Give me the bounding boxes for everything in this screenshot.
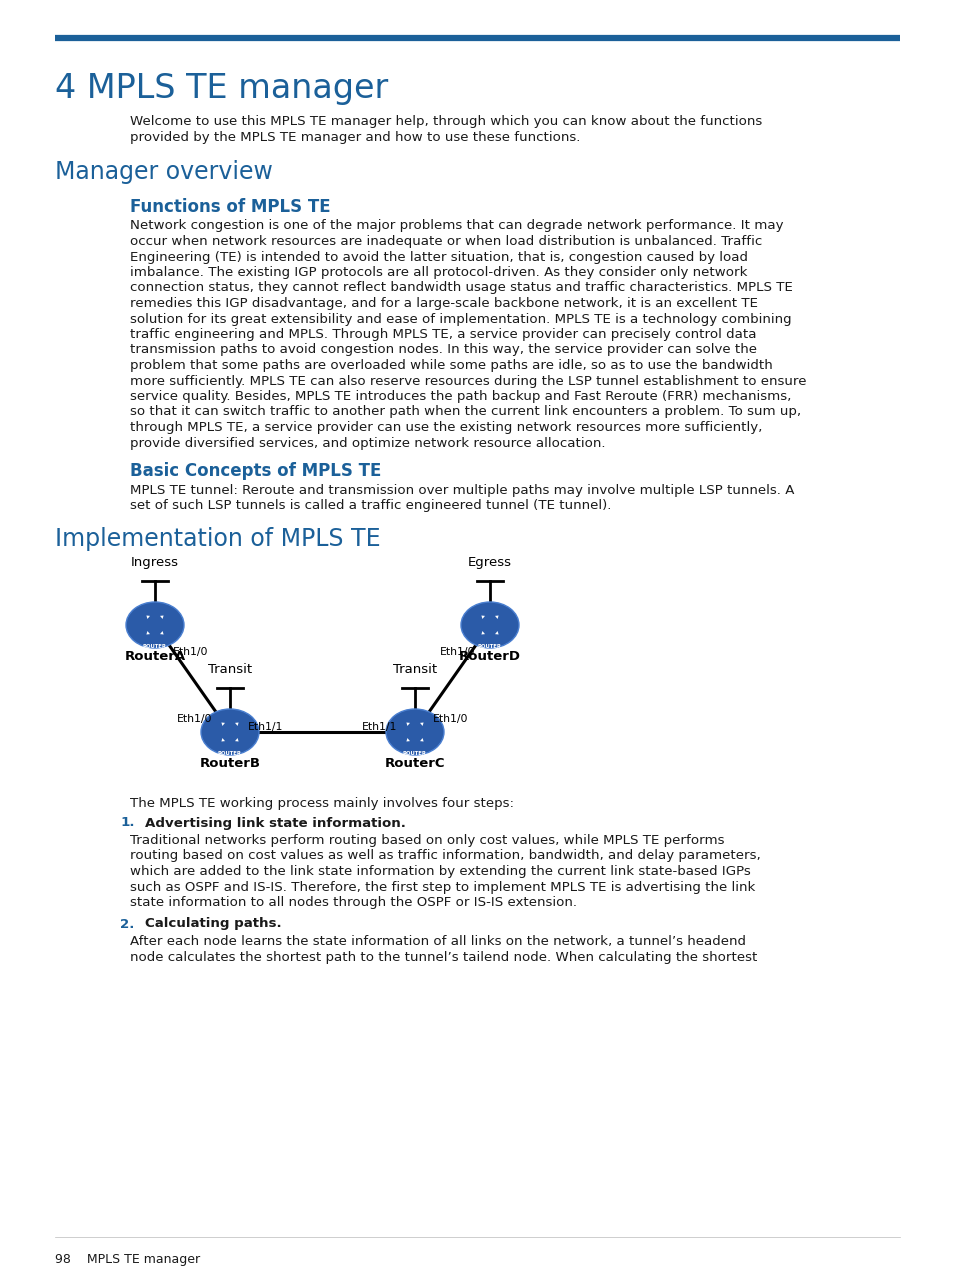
Ellipse shape (386, 709, 443, 755)
Text: such as OSPF and IS-IS. Therefore, the first step to implement MPLS TE is advert: such as OSPF and IS-IS. Therefore, the f… (130, 881, 755, 894)
Text: ROUTER: ROUTER (143, 644, 167, 649)
Text: Egress: Egress (468, 555, 512, 569)
Text: provided by the MPLS TE manager and how to use these functions.: provided by the MPLS TE manager and how … (130, 131, 579, 145)
Text: 4 MPLS TE manager: 4 MPLS TE manager (55, 72, 388, 105)
Text: ROUTER: ROUTER (402, 751, 427, 756)
Text: RouterB: RouterB (199, 758, 260, 770)
Text: routing based on cost values as well as traffic information, bandwidth, and dela: routing based on cost values as well as … (130, 849, 760, 863)
Text: RouterD: RouterD (458, 649, 520, 663)
Text: Basic Concepts of MPLS TE: Basic Concepts of MPLS TE (130, 461, 381, 480)
Text: ROUTER: ROUTER (477, 644, 501, 649)
Text: Eth1/1: Eth1/1 (361, 722, 396, 732)
FancyArrow shape (492, 615, 498, 622)
Text: so that it can switch traffic to another path when the current link encounters a: so that it can switch traffic to another… (130, 405, 801, 418)
Text: more sufficiently. MPLS TE can also reserve resources during the LSP tunnel esta: more sufficiently. MPLS TE can also rese… (130, 375, 805, 388)
Ellipse shape (201, 709, 258, 755)
Text: transmission paths to avoid congestion nodes. In this way, the service provider : transmission paths to avoid congestion n… (130, 343, 757, 356)
Text: Ingress: Ingress (131, 555, 179, 569)
Text: connection status, they cannot reflect bandwidth usage status and traffic charac: connection status, they cannot reflect b… (130, 281, 792, 295)
FancyArrow shape (157, 629, 163, 634)
FancyArrow shape (481, 629, 488, 634)
Text: Network congestion is one of the major problems that can degrade network perform: Network congestion is one of the major p… (130, 220, 782, 233)
Text: Eth1/0: Eth1/0 (433, 714, 468, 724)
FancyArrow shape (416, 736, 423, 741)
Text: through MPLS TE, a service provider can use the existing network resources more : through MPLS TE, a service provider can … (130, 421, 761, 433)
FancyArrow shape (221, 722, 228, 728)
FancyArrow shape (146, 615, 152, 622)
Text: problem that some paths are overloaded while some paths are idle, so as to use t: problem that some paths are overloaded w… (130, 358, 772, 372)
Text: Eth1/1: Eth1/1 (248, 722, 283, 732)
Text: Transit: Transit (208, 663, 252, 676)
FancyArrow shape (157, 615, 163, 622)
FancyArrow shape (232, 736, 238, 741)
Ellipse shape (460, 602, 518, 648)
FancyArrow shape (492, 629, 498, 634)
Text: Calculating paths.: Calculating paths. (145, 918, 281, 930)
FancyArrow shape (221, 736, 228, 741)
Text: Welcome to use this MPLS TE manager help, through which you can know about the f: Welcome to use this MPLS TE manager help… (130, 114, 761, 128)
Text: RouterC: RouterC (384, 758, 445, 770)
Text: Traditional networks perform routing based on only cost values, while MPLS TE pe: Traditional networks perform routing bas… (130, 834, 723, 846)
Text: RouterA: RouterA (124, 649, 186, 663)
Text: Eth1/0: Eth1/0 (176, 714, 212, 724)
Text: Transit: Transit (393, 663, 436, 676)
Text: traffic engineering and MPLS. Through MPLS TE, a service provider can precisely : traffic engineering and MPLS. Through MP… (130, 328, 756, 341)
Text: Engineering (TE) is intended to avoid the latter situation, that is, congestion : Engineering (TE) is intended to avoid th… (130, 250, 747, 263)
Text: occur when network resources are inadequate or when load distribution is unbalan: occur when network resources are inadequ… (130, 235, 761, 248)
FancyArrow shape (416, 722, 423, 728)
Text: Eth1/0: Eth1/0 (439, 647, 475, 657)
Ellipse shape (126, 602, 184, 648)
Text: which are added to the link state information by extending the current link stat: which are added to the link state inform… (130, 866, 750, 878)
Text: MPLS TE tunnel: Reroute and transmission over multiple paths may involve multipl: MPLS TE tunnel: Reroute and transmission… (130, 484, 794, 497)
Text: 2.: 2. (120, 918, 134, 930)
Text: state information to all nodes through the OSPF or IS-IS extension.: state information to all nodes through t… (130, 896, 577, 909)
Text: set of such LSP tunnels is called a traffic engineered tunnel (TE tunnel).: set of such LSP tunnels is called a traf… (130, 500, 611, 512)
FancyArrow shape (406, 736, 413, 741)
Text: Advertising link state information.: Advertising link state information. (145, 816, 405, 830)
Text: imbalance. The existing IGP protocols are all protocol-driven. As they consider : imbalance. The existing IGP protocols ar… (130, 266, 747, 280)
Text: After each node learns the state information of all links on the network, a tunn: After each node learns the state informa… (130, 935, 745, 948)
Text: remedies this IGP disadvantage, and for a large-scale backbone network, it is an: remedies this IGP disadvantage, and for … (130, 297, 758, 310)
Text: provide diversified services, and optimize network resource allocation.: provide diversified services, and optimi… (130, 436, 605, 450)
FancyArrow shape (481, 615, 488, 622)
Text: solution for its great extensibility and ease of implementation. MPLS TE is a te: solution for its great extensibility and… (130, 313, 791, 325)
Text: 98    MPLS TE manager: 98 MPLS TE manager (55, 1253, 200, 1266)
Text: node calculates the shortest path to the tunnel’s tailend node. When calculating: node calculates the shortest path to the… (130, 951, 757, 963)
Text: service quality. Besides, MPLS TE introduces the path backup and Fast Reroute (F: service quality. Besides, MPLS TE introd… (130, 390, 791, 403)
FancyArrow shape (406, 722, 413, 728)
Text: ROUTER: ROUTER (218, 751, 242, 756)
Text: The MPLS TE working process mainly involves four steps:: The MPLS TE working process mainly invol… (130, 797, 514, 810)
Text: Eth1/0: Eth1/0 (172, 647, 209, 657)
FancyArrow shape (232, 722, 238, 728)
Text: Functions of MPLS TE: Functions of MPLS TE (130, 197, 331, 216)
Text: Implementation of MPLS TE: Implementation of MPLS TE (55, 527, 380, 552)
Text: Manager overview: Manager overview (55, 159, 273, 183)
Text: 1.: 1. (120, 816, 134, 830)
FancyArrow shape (146, 629, 152, 634)
